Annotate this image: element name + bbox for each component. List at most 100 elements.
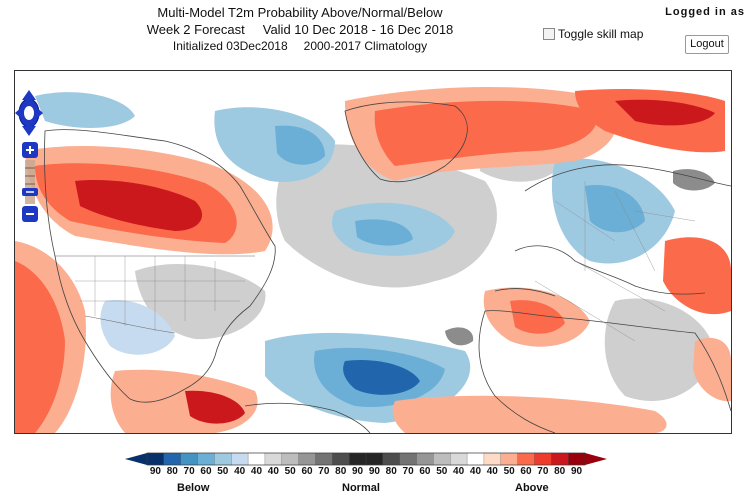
coastline-greenland [344,101,468,183]
coastline-europe [494,164,731,297]
legend-number: 80 [166,466,178,477]
zoom-slider-track [25,160,35,204]
coastline-south-america [244,402,371,433]
legend-number: 70 [318,466,330,477]
coastline-africa [478,310,731,433]
above-region-greenland-mid [374,100,597,166]
toggle-skill-map[interactable]: Toggle skill map [543,27,643,41]
coastline-north-america [44,129,276,403]
legend-number: 90 [351,466,364,477]
legend-number: 40 [250,466,263,477]
legend-swatch [382,452,401,466]
valid-dates: Valid 10 Dec 2018 - 16 Dec 2018 [262,22,454,37]
above-region-south-atlantic [392,395,667,433]
initialization-line: Initialized 03Dec2018 2000-2017 Climatol… [120,38,480,55]
zoom-control[interactable] [20,142,40,224]
forecast-week: Week 2 Forecast [146,22,245,37]
below-region-caribbean-core [343,359,420,395]
legend-number: 60 [301,466,313,477]
above-region-ne-atlantic-mid [510,300,565,334]
legend-arrow-left [125,453,147,465]
below-region-alaska [35,92,135,128]
above-region-pacific-mid [15,261,65,433]
pan-control-icon[interactable] [14,88,44,138]
legend-swatch [146,452,165,466]
legend-swatch [365,452,384,466]
legend-swatch [433,452,451,466]
legend-number: 50 [503,466,515,477]
logged-in-label: Logged in as [665,6,745,18]
map-title: Multi-Model T2m Probability Above/Normal… [157,5,443,20]
normal-region-africa [604,298,715,401]
legend-number: 90 [149,466,161,477]
initialized-date: Initialized 03Dec2018 [172,39,288,53]
country-borders-europe [534,181,696,342]
legend-swatch [349,452,367,466]
legend-arrow-right [585,453,607,465]
legend-swatch [450,452,468,466]
probability-legend: 90 80 70 60 50 40 40 40 50 60 70 80 90 90 80 70 60 50 40 40… [125,452,607,496]
above-region-canada-core [75,180,203,231]
legend-swatch [298,452,316,466]
below-region-europe-core [585,185,645,233]
legend-below-label: Below [177,482,210,494]
legend-number: 70 [402,466,414,477]
legend-number: 80 [385,466,397,477]
map-title-block: Multi-Model T2m Probability Above/Normal… [120,4,480,55]
legend-number: 50 [284,466,296,477]
legend-number: 50 [436,466,448,477]
legend-number: 40 [234,466,246,477]
toggle-skill-checkbox[interactable] [543,28,555,40]
state-grid-us [75,256,245,331]
legend-swatch [483,452,502,466]
legend-swatch [500,452,519,466]
legend-swatch [214,452,232,466]
logout-button[interactable]: Logout [685,35,729,54]
legend-normal-label: Normal [342,482,380,494]
legend-numbers: 90 80 70 60 50 40 40 40 50 60 70 80 90 90 80 70 60 50 40 40… [147,466,585,477]
above-region-central-america-core [185,390,245,424]
forecast-subtitle: Week 2 Forecast Valid 10 Dec 2018 - 16 D… [120,21,480,38]
legend-swatch [231,452,249,466]
legend-number: 60 [520,466,532,477]
legend-swatch [332,452,350,466]
below-region-baffin-core [275,125,325,165]
legend-number: 70 [183,466,195,477]
climatology-period: 2000-2017 Climatology [303,39,428,53]
forecast-map[interactable] [14,70,732,434]
legend-swatch [568,452,586,466]
legend-number: 60 [419,466,431,477]
legend-number: 90 [368,466,380,477]
legend-swatch [247,452,266,466]
above-region-arctic-core [615,99,715,126]
probability-map [15,71,731,433]
legend-swatch [399,452,417,466]
below-region-atlantic-core [355,219,413,246]
legend-swatch [180,452,198,466]
legend-swatch [534,452,552,466]
normal-region-us-east [135,263,266,340]
above-region-middle-east [663,237,731,315]
legend-swatch [466,452,485,466]
above-region-arabia [693,337,731,402]
legend-number: 90 [570,466,583,477]
legend-colorbar [125,452,607,466]
legend-number: 80 [335,466,347,477]
legend-swatch [416,452,434,466]
legend-number: 40 [267,466,279,477]
legend-above-label: Above [515,482,549,494]
legend-number: 40 [486,466,498,477]
normal-dark-russia [673,169,715,191]
normal-dark-morocco [445,327,474,346]
legend-number: 80 [554,466,566,477]
legend-number: 50 [217,466,229,477]
toggle-skill-label: Toggle skill map [558,27,644,41]
legend-swatch [315,452,333,466]
legend-swatch [163,452,182,466]
legend-outline [146,452,586,466]
legend-number: 40 [469,466,482,477]
legend-swatch [551,452,569,466]
below-region-mexico [100,300,175,355]
legend-number: 70 [537,466,549,477]
legend-swatch [517,452,535,466]
